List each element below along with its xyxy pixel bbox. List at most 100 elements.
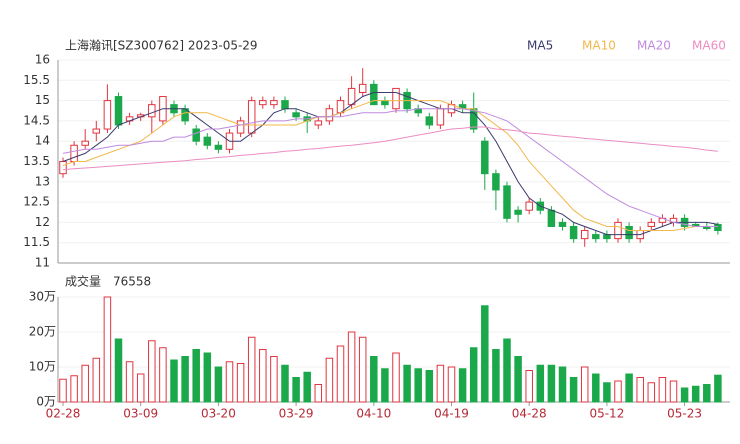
y-tick-label: 12.5	[23, 195, 50, 209]
volume-bar	[514, 356, 522, 403]
volume-bar	[148, 340, 156, 403]
volume-bar	[592, 373, 600, 403]
volume-bar	[536, 364, 545, 403]
candle-body	[203, 136, 212, 146]
volume-bar	[370, 356, 378, 403]
volume-bar	[547, 364, 556, 403]
volume-bar	[403, 364, 411, 403]
volume-bar	[647, 382, 656, 403]
candle-body	[481, 140, 489, 175]
candle-body	[714, 223, 722, 232]
volume-bar	[614, 380, 622, 403]
volume-bar	[381, 368, 389, 403]
volume-bar	[103, 296, 112, 403]
x-tick-label: 05-12	[589, 407, 624, 421]
candle-body	[381, 100, 389, 106]
x-tick-label: 04-28	[512, 407, 547, 421]
volume-tick-label: 0万	[36, 395, 56, 409]
volume-bar	[358, 336, 367, 403]
candle-body	[114, 96, 123, 126]
candle-body	[281, 100, 289, 110]
candle-body	[469, 108, 478, 130]
candle-body	[81, 140, 89, 146]
candle-body	[314, 120, 323, 126]
volume-bar	[170, 359, 178, 403]
volume-bar	[181, 356, 189, 403]
volume-bar	[203, 352, 212, 403]
candle-body	[192, 128, 200, 142]
candle-body	[603, 234, 611, 240]
candle-body	[70, 144, 78, 162]
x-tick-label: 04-10	[356, 407, 391, 421]
volume-bar	[159, 347, 167, 403]
y-tick-label: 13	[35, 174, 50, 188]
volume-bar	[81, 364, 89, 403]
legend-label: MA10	[582, 39, 616, 53]
volume-bar	[325, 357, 334, 403]
volume-bar	[114, 338, 123, 403]
volume-bar	[447, 366, 456, 403]
candle-body	[259, 100, 267, 106]
y-tick-label: 11	[35, 256, 50, 270]
volume-bar	[558, 366, 567, 403]
volume-bar	[625, 373, 633, 403]
candle-body	[569, 225, 578, 240]
legend-label: MA60	[692, 39, 726, 53]
volume-bar	[303, 371, 311, 403]
ma-line	[62, 100, 718, 231]
x-tick-label: 03-20	[201, 407, 236, 421]
volume-bar	[225, 361, 234, 403]
volume-bar	[436, 364, 445, 403]
volume-bar	[580, 366, 589, 403]
volume-latest: 76558	[113, 275, 151, 289]
x-tick-label: 05-23	[667, 407, 702, 421]
volume-bar	[669, 380, 678, 403]
volume-bar	[236, 363, 245, 403]
volume-bar	[92, 357, 101, 403]
volume-bar	[503, 338, 511, 403]
x-tick-label: 03-09	[123, 407, 158, 421]
x-tick-label: 03-29	[279, 407, 314, 421]
y-tick-label: 16	[35, 53, 50, 67]
volume-bar	[59, 378, 67, 403]
volume-bar	[425, 370, 434, 403]
candle-body	[436, 108, 445, 126]
candle-body	[358, 83, 367, 93]
candle-body	[614, 221, 622, 240]
candle-body	[392, 87, 400, 110]
y-tick-label: 13.5	[23, 154, 50, 168]
volume-title: 成交量	[65, 274, 101, 289]
volume-bar	[281, 364, 289, 403]
volume-bar	[347, 331, 356, 403]
legend-label: MA20	[637, 39, 671, 53]
candle-body	[59, 161, 67, 175]
volume-bar	[192, 349, 200, 403]
volume-bar	[680, 387, 689, 403]
volume-bar	[569, 377, 578, 403]
candle-body	[525, 201, 533, 211]
ma-line	[62, 126, 718, 171]
candle-body	[92, 128, 101, 134]
candle-body	[503, 185, 511, 219]
y-tick-label: 15.5	[23, 73, 50, 87]
candle-body	[292, 112, 300, 118]
volume-bar	[125, 361, 134, 403]
candle-body	[270, 100, 278, 106]
x-tick-label: 04-19	[434, 407, 469, 421]
y-tick-label: 14.5	[23, 113, 50, 127]
volume-bar	[70, 375, 78, 403]
y-tick-label: 15	[35, 93, 50, 107]
candle-body	[625, 225, 633, 240]
volume-bar	[247, 336, 256, 403]
chart-title: 上海瀚讯[SZ300762] 2023-05-29	[65, 38, 258, 53]
candle-body	[514, 209, 522, 215]
candle-body	[247, 100, 256, 134]
volume-bar	[136, 373, 145, 403]
ma-line	[62, 108, 718, 227]
x-tick-label: 02-28	[46, 407, 81, 421]
candle-body	[558, 221, 567, 227]
ma-line	[62, 92, 718, 236]
volume-bar	[458, 368, 467, 403]
volume-bar	[691, 385, 700, 403]
